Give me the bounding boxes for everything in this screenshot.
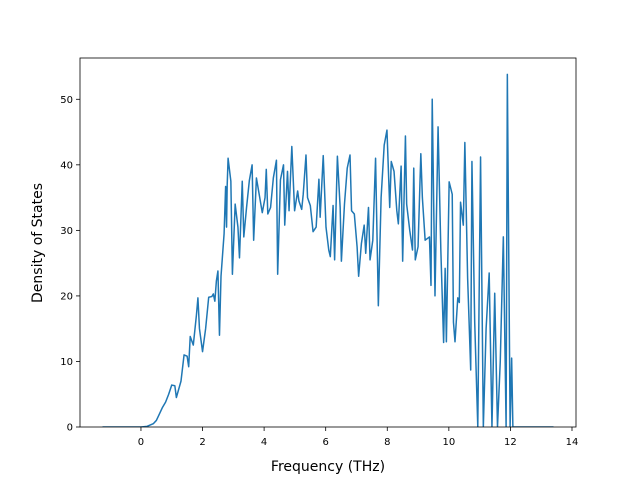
- y-tick-label: 10: [60, 357, 73, 368]
- x-tick-label: 14: [566, 437, 579, 448]
- x-tick-label: 4: [261, 437, 267, 448]
- y-tick-label: 40: [60, 160, 73, 171]
- x-tick-label: 8: [384, 437, 390, 448]
- y-tick-label: 20: [60, 291, 73, 302]
- x-tick-label: 12: [504, 437, 517, 448]
- y-tick-label: 30: [60, 226, 73, 237]
- y-tick-label: 0: [67, 423, 73, 434]
- x-tick-label: 0: [138, 437, 144, 448]
- x-tick-label: 10: [442, 437, 455, 448]
- y-tick-label: 50: [60, 95, 73, 106]
- x-tick-label: 2: [199, 437, 205, 448]
- x-tick-label: 6: [323, 437, 329, 448]
- y-axis-label: Density of States: [30, 183, 46, 303]
- x-axis-label: Frequency (THz): [271, 459, 385, 475]
- plot-frame: [79, 57, 577, 428]
- line: [102, 73, 554, 427]
